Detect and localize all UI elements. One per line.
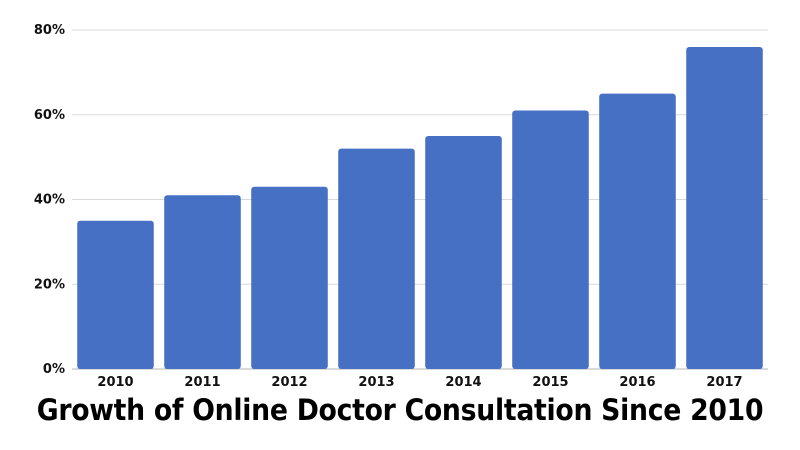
x-tick-label: 2015 xyxy=(532,375,568,390)
x-tick-label: 2013 xyxy=(358,375,394,390)
y-tick-label: 40% xyxy=(34,193,65,208)
bar-2017 xyxy=(686,46,763,369)
x-tick-label: 2012 xyxy=(271,375,307,390)
y-tick-label: 0% xyxy=(43,362,65,377)
bar-2010 xyxy=(77,220,154,369)
y-axis-tick-labels: 0% 20% 40% 60% 80% xyxy=(34,23,65,377)
chart-title: Growth of Online Doctor Consultation Sin… xyxy=(36,393,764,427)
y-tick-label: 60% xyxy=(34,108,65,123)
x-axis-category-labels: 2010 2011 2012 2013 2014 2015 2016 2017 xyxy=(97,375,742,390)
bar-2012 xyxy=(251,186,328,369)
bar-2016 xyxy=(599,93,676,369)
x-tick-label: 2017 xyxy=(706,375,742,390)
bar-2014 xyxy=(425,135,502,369)
x-tick-label: 2011 xyxy=(184,375,220,390)
x-tick-label: 2016 xyxy=(619,375,655,390)
x-tick-label: 2014 xyxy=(445,375,481,390)
bar-2011 xyxy=(164,195,241,369)
y-tick-label: 80% xyxy=(34,23,65,38)
bars xyxy=(77,46,763,369)
x-tick-label: 2010 xyxy=(97,375,133,390)
y-tick-label: 20% xyxy=(34,277,65,292)
bar-2013 xyxy=(338,148,415,369)
bar-2015 xyxy=(512,110,589,369)
